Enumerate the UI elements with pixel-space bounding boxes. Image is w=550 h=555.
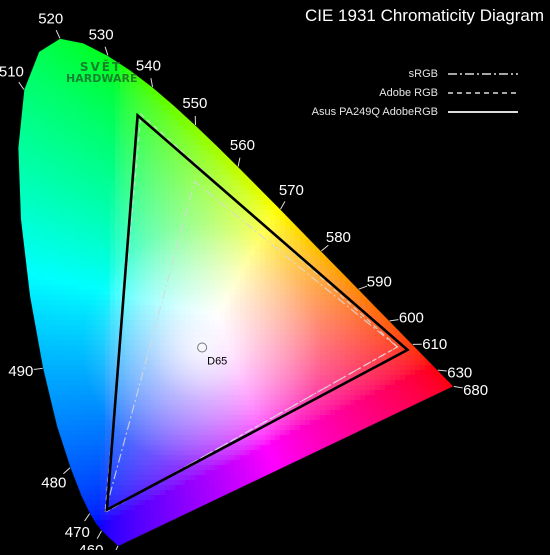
legend-item-asus: Asus PA249Q AdobeRGB — [312, 104, 520, 120]
wavelength-label: 680 — [463, 382, 488, 399]
chart-title: CIE 1931 Chromaticity Diagram — [272, 6, 544, 26]
wavelength-tick — [56, 30, 60, 38]
wavelength-label: 510 — [0, 63, 24, 80]
legend-label-srgb: sRGB — [409, 68, 438, 80]
wavelength-label: 550 — [182, 95, 207, 112]
wavelength-label: 460 — [78, 542, 103, 550]
wavelength-tick — [97, 531, 101, 539]
wavelength-label: 610 — [422, 336, 447, 353]
wavelength-tick — [34, 368, 43, 369]
watermark-logo: SVĚT HARDWARE — [66, 62, 136, 84]
wavelength-label: 630 — [447, 364, 472, 381]
watermark-bottom: HARDWARE — [66, 73, 136, 84]
wavelength-label: 580 — [326, 229, 351, 246]
wavelength-tick — [281, 201, 285, 209]
wavelength-label: 480 — [41, 475, 66, 492]
wavelength-tick — [390, 320, 399, 321]
wavelength-label: 570 — [279, 182, 304, 199]
wavelength-tick — [454, 387, 463, 388]
legend-swatch-dash-dot — [446, 70, 520, 78]
wavelength-label: 530 — [89, 26, 114, 43]
wavelength-label: 590 — [367, 273, 392, 290]
wavelength-label: 540 — [136, 57, 161, 74]
legend-item-adobe-rgb: Adobe RGB — [379, 85, 520, 101]
wavelength-tick — [321, 245, 328, 251]
legend-swatch-solid — [446, 108, 520, 116]
wavelength-tick — [85, 514, 90, 521]
wavelength-label: 490 — [8, 363, 33, 380]
legend-label-adobe-rgb: Adobe RGB — [379, 87, 438, 99]
legend-swatch-dashed — [446, 89, 520, 97]
legend-label-asus: Asus PA249Q AdobeRGB — [312, 106, 438, 118]
wavelength-label: 560 — [230, 137, 255, 154]
wavelength-tick — [63, 468, 70, 474]
white-point-label: D65 — [207, 355, 227, 367]
wavelength-tick — [114, 546, 118, 550]
wavelength-label: 600 — [399, 310, 424, 327]
legend-item-srgb: sRGB — [409, 66, 520, 82]
wavelength-label: 470 — [65, 524, 90, 541]
wavelength-tick — [19, 82, 24, 89]
wavelength-label: 520 — [38, 10, 63, 27]
wavelength-tick — [238, 158, 240, 167]
